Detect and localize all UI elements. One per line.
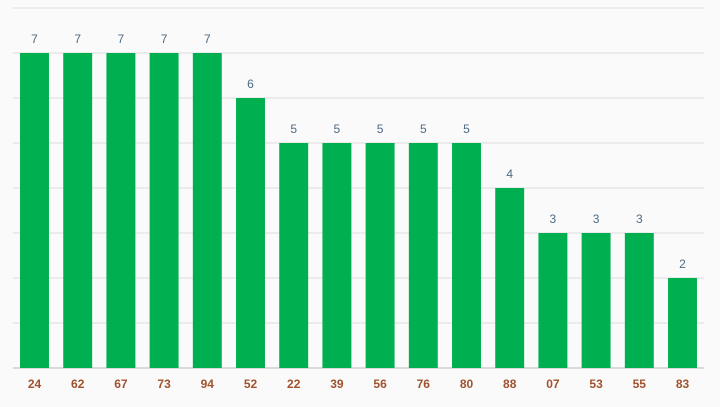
value-label: 7 <box>204 32 211 46</box>
x-tick-label: 83 <box>676 377 690 391</box>
bar <box>63 53 93 368</box>
bar <box>538 233 568 368</box>
x-tick-label: 55 <box>633 377 647 391</box>
value-label: 3 <box>593 212 600 226</box>
value-label: 7 <box>118 32 125 46</box>
bar <box>581 233 611 368</box>
x-tick-label: 94 <box>201 377 215 391</box>
x-tick-label: 88 <box>503 377 517 391</box>
bar <box>149 53 179 368</box>
value-label: 7 <box>74 32 81 46</box>
bar <box>624 233 654 368</box>
x-tick-label: 56 <box>373 377 387 391</box>
value-label: 5 <box>334 122 341 136</box>
value-label: 6 <box>247 77 254 91</box>
value-label: 5 <box>290 122 297 136</box>
x-tick-label: 62 <box>71 377 85 391</box>
value-label: 3 <box>636 212 643 226</box>
value-label: 4 <box>506 167 513 181</box>
x-tick-label: 22 <box>287 377 301 391</box>
bar <box>452 143 481 368</box>
bar <box>408 143 438 368</box>
value-label: 7 <box>161 32 168 46</box>
bar <box>106 53 136 368</box>
value-label: 3 <box>550 212 557 226</box>
bar <box>20 53 49 368</box>
x-tick-label: 53 <box>589 377 603 391</box>
value-label: 7 <box>31 32 38 46</box>
bar <box>495 188 525 368</box>
x-tick-label: 76 <box>417 377 431 391</box>
bar <box>192 53 222 368</box>
x-tick-label: 39 <box>330 377 344 391</box>
x-tick-label: 67 <box>114 377 128 391</box>
value-label: 5 <box>420 122 427 136</box>
value-label: 5 <box>377 122 384 136</box>
bar <box>322 143 352 368</box>
x-tick-label: 73 <box>157 377 171 391</box>
x-tick-label: 24 <box>28 377 42 391</box>
x-tick-label: 52 <box>244 377 258 391</box>
x-tick-label: 07 <box>546 377 560 391</box>
bar <box>236 98 265 368</box>
bar <box>279 143 309 368</box>
bar <box>365 143 395 368</box>
value-label: 2 <box>679 257 686 271</box>
value-label: 5 <box>463 122 470 136</box>
bar <box>668 278 697 368</box>
x-tick-label: 80 <box>460 377 474 391</box>
